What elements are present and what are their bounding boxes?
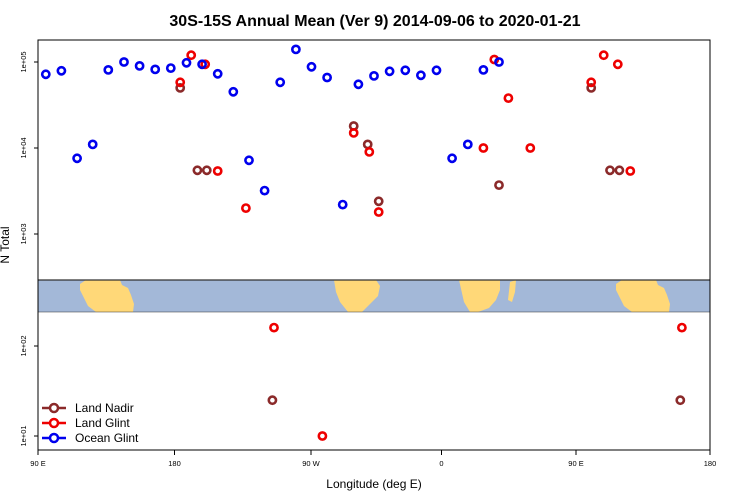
point-land-nadir-0 (175, 83, 186, 93)
x-tick-label-0: 90 E (30, 459, 45, 468)
point-land-glint-9 (373, 207, 384, 217)
point-ocean-glint-15 (275, 77, 286, 88)
madagascar-shape (508, 280, 516, 302)
point-land-glint-6 (317, 431, 328, 441)
point-land-glint-12 (503, 93, 514, 103)
point-ocean-glint-14 (259, 185, 270, 196)
point-land-nadir-6 (373, 196, 384, 207)
point-ocean-glint-25 (431, 65, 442, 76)
point-ocean-glint-12 (228, 86, 239, 97)
y-axis: 1e+01 1e+02 1e+03 1e+04 1e+05 (19, 51, 38, 447)
point-land-nadir-10 (614, 165, 625, 176)
point-ocean-glint-6 (134, 61, 145, 71)
point-land-nadir-3 (267, 395, 278, 406)
legend-marker-land-glint (48, 417, 60, 429)
point-ocean-glint-26 (447, 153, 457, 164)
y-tick-label-2: 1e+03 (19, 223, 28, 244)
point-ocean-glint-5 (119, 57, 129, 67)
point-land-nadir-2 (201, 165, 212, 176)
south-america-shape (334, 280, 380, 312)
y-tick-label-0: 1e+01 (19, 425, 28, 446)
point-land-nadir-8 (586, 83, 597, 93)
point-land-glint-1 (186, 50, 197, 61)
point-ocean-glint-8 (165, 63, 176, 73)
legend-entry-land-nadir: Land Nadir (42, 401, 134, 415)
point-land-glint-15 (598, 50, 609, 61)
world-map-band (38, 279, 710, 313)
point-land-nadir-1 (192, 165, 203, 176)
point-ocean-glint-0 (40, 69, 51, 80)
africa-shape (459, 280, 500, 312)
legend-entry-ocean-glint: Ocean Glint (42, 431, 139, 445)
point-ocean-glint-24 (415, 70, 426, 81)
point-ocean-glint-28 (478, 65, 489, 75)
point-land-glint-7 (348, 127, 359, 138)
point-land-glint-13 (525, 143, 536, 153)
point-land-glint-17 (625, 166, 636, 176)
x-tick-label-4: 90 E (568, 459, 583, 468)
data-points (40, 44, 687, 441)
point-ocean-glint-17 (306, 61, 317, 72)
australia-shape-2 (616, 280, 670, 312)
x-tick-label-5: 180 (704, 459, 717, 468)
point-land-nadir-11 (675, 395, 686, 406)
legend: Land Nadir Land Glint Ocean Glint (42, 401, 139, 445)
y-tick-label-3: 1e+04 (19, 137, 28, 158)
point-ocean-glint-22 (384, 66, 395, 77)
point-land-glint-4 (240, 203, 251, 213)
point-land-glint-3 (212, 166, 223, 176)
x-tick-label-2: 90 W (302, 459, 320, 468)
point-ocean-glint-4 (103, 65, 114, 75)
point-ocean-glint-19 (337, 199, 348, 210)
point-ocean-glint-18 (322, 72, 332, 83)
point-land-glint-16 (612, 59, 623, 70)
x-axis-label: Longitude (deg E) (326, 477, 421, 491)
point-land-nadir-7 (494, 180, 504, 190)
point-ocean-glint-7 (150, 64, 161, 75)
plot-frame (37, 39, 711, 451)
point-ocean-glint-3 (87, 139, 98, 150)
point-land-glint-8 (364, 146, 375, 157)
legend-marker-ocean-glint (48, 432, 60, 444)
y-tick-label-4: 1e+05 (19, 51, 28, 72)
chart-title: 30S-15S Annual Mean (Ver 9) 2014-09-06 t… (169, 13, 580, 30)
point-ocean-glint-27 (462, 139, 473, 150)
legend-marker-land-nadir (48, 402, 60, 414)
point-ocean-glint-1 (56, 65, 67, 76)
point-ocean-glint-10 (197, 59, 207, 70)
point-land-glint-14 (586, 77, 597, 88)
point-land-glint-18 (677, 322, 687, 333)
point-land-glint-0 (175, 77, 186, 88)
x-tick-label-3: 0 (439, 459, 443, 468)
point-ocean-glint-16 (290, 44, 301, 55)
x-tick-label-1: 180 (168, 459, 181, 468)
legend-label-land-nadir: Land Nadir (75, 401, 134, 415)
point-land-glint-5 (269, 322, 279, 333)
point-land-nadir-9 (605, 165, 615, 176)
point-ocean-glint-21 (369, 71, 379, 81)
point-ocean-glint-20 (353, 79, 364, 90)
legend-entry-land-glint: Land Glint (42, 416, 130, 430)
legend-label-land-glint: Land Glint (75, 416, 130, 430)
point-ocean-glint-9 (181, 57, 192, 68)
x-axis: 90 E 180 90 W 0 90 E 180 (30, 450, 716, 468)
point-ocean-glint-11 (212, 68, 223, 79)
point-ocean-glint-2 (72, 153, 82, 164)
point-land-nadir-5 (362, 139, 373, 150)
legend-label-ocean-glint: Ocean Glint (75, 431, 139, 445)
y-tick-label-1: 1e+02 (19, 335, 28, 356)
point-land-glint-10 (478, 143, 489, 153)
point-ocean-glint-13 (244, 155, 254, 166)
point-ocean-glint-29 (494, 57, 504, 67)
y-axis-label: N Total (0, 226, 12, 263)
point-ocean-glint-23 (400, 65, 411, 76)
australia-shape-1 (80, 280, 134, 312)
